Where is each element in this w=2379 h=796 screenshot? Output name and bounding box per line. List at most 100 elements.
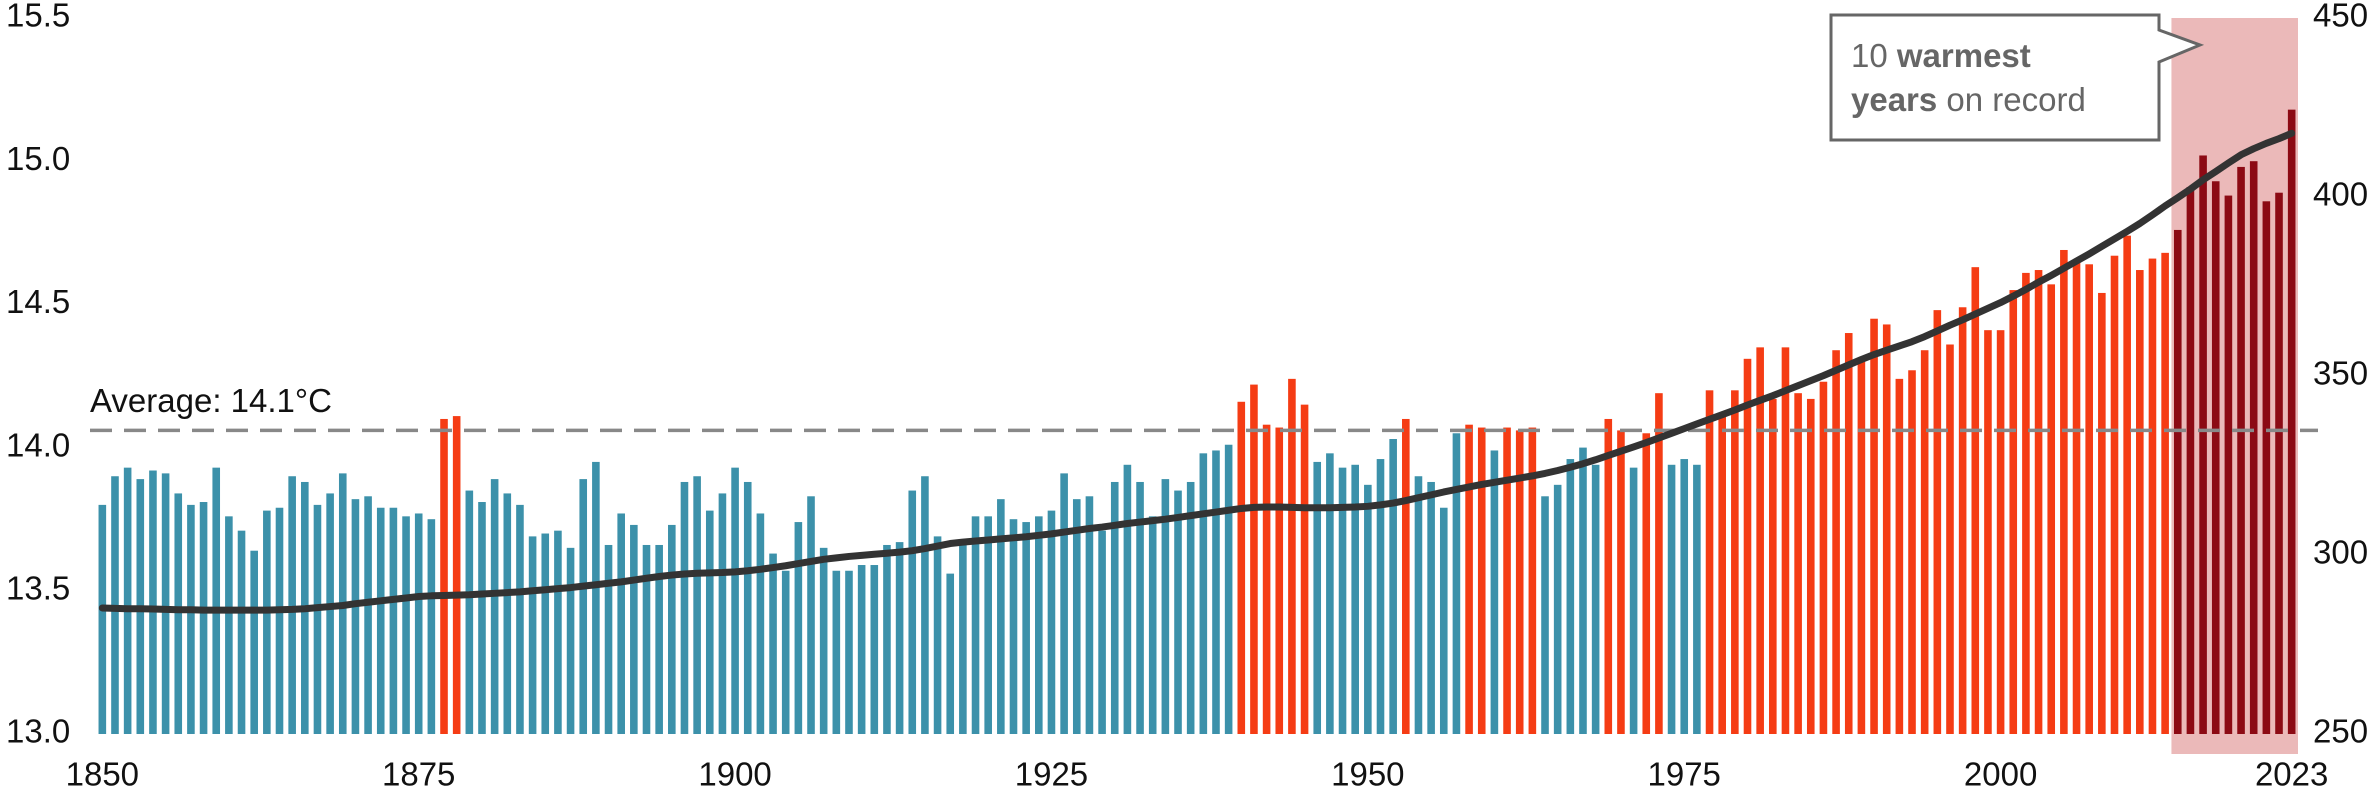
bar [731, 467, 739, 734]
bar [1503, 427, 1511, 734]
bar [98, 504, 107, 734]
bar [351, 499, 360, 734]
bar [2287, 109, 2296, 734]
bar [668, 524, 676, 734]
y2-tick-label: 350 [2313, 355, 2368, 392]
bar [376, 507, 385, 734]
annotation-text: 10 [1851, 37, 1897, 74]
bar [2186, 186, 2195, 734]
bar [1515, 430, 1524, 734]
bar [2148, 258, 2157, 734]
bar [1136, 481, 1144, 734]
bar [1629, 467, 1638, 734]
bar [440, 418, 448, 734]
bar [199, 502, 208, 734]
bar [225, 516, 233, 734]
bar [1553, 484, 1562, 734]
bar [1756, 347, 1764, 734]
bar [1186, 481, 1195, 734]
bar [1300, 404, 1309, 734]
bar [1769, 398, 1777, 734]
bar [1870, 318, 1878, 734]
bar [2022, 272, 2030, 734]
bar [2262, 201, 2271, 734]
bar [1933, 310, 1942, 734]
bar [1693, 464, 1701, 734]
bar [452, 416, 461, 734]
bar [212, 467, 221, 734]
bar [1174, 490, 1182, 734]
bar [1250, 384, 1258, 734]
bar [541, 533, 550, 734]
bar [1275, 427, 1284, 734]
bar [237, 530, 246, 734]
bar [617, 513, 625, 734]
bar [1237, 401, 1246, 734]
bar [1338, 467, 1347, 734]
bar [1958, 307, 1967, 734]
bar [984, 516, 992, 734]
bar [478, 502, 486, 734]
x-tick-label: 1975 [1648, 756, 1721, 793]
bar [1591, 464, 1600, 734]
x-tick-label: 2000 [1964, 756, 2037, 793]
bar [149, 470, 157, 734]
bar [2009, 290, 2018, 734]
bar [2034, 270, 2043, 734]
bar [705, 510, 714, 734]
bar [845, 570, 853, 734]
bar [1655, 393, 1663, 734]
bar [1731, 390, 1739, 734]
x-tick-label: 1875 [382, 756, 455, 793]
bar [2199, 155, 2207, 735]
bar [693, 476, 701, 734]
bar [1212, 450, 1220, 734]
bar [895, 542, 904, 734]
bar [326, 493, 334, 734]
bar [1022, 522, 1030, 734]
bar [1680, 459, 1689, 734]
bar [1832, 350, 1840, 734]
bar [1819, 381, 1828, 734]
bar [1984, 330, 1992, 734]
bar [1085, 496, 1094, 734]
bar [870, 565, 879, 734]
bar [490, 479, 499, 734]
bar [1528, 427, 1537, 734]
bar [1642, 433, 1651, 734]
bar [1313, 461, 1322, 734]
bar [630, 524, 638, 734]
bar [187, 504, 195, 734]
y-tick-label: 14.5 [6, 283, 70, 320]
bar [1060, 473, 1068, 734]
bar [959, 539, 967, 734]
bar [2173, 229, 2182, 734]
bar [313, 504, 322, 734]
bar [2237, 166, 2245, 735]
annotation-box [1829, 13, 2205, 142]
bar [680, 481, 689, 734]
bar [1262, 424, 1271, 734]
y2-tick-label: 300 [2313, 534, 2368, 571]
bar [1794, 393, 1802, 734]
bar [516, 504, 524, 734]
x-tick-label: 1850 [66, 756, 139, 793]
bar [1072, 499, 1081, 734]
bar [819, 547, 828, 734]
bar [642, 544, 651, 734]
bar [1996, 330, 2005, 734]
bar [1718, 416, 1726, 734]
bar [1617, 430, 1625, 734]
bar [718, 493, 727, 734]
bar [1351, 464, 1359, 734]
bar [1579, 447, 1587, 734]
bar [655, 544, 663, 734]
bar [2072, 261, 2081, 734]
plot-layer: Average: 14.1°C [90, 109, 2318, 735]
bar [528, 536, 537, 734]
bar [743, 481, 752, 734]
bar [465, 490, 474, 734]
bar [1326, 453, 1334, 734]
